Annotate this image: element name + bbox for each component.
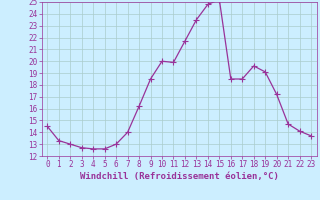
- X-axis label: Windchill (Refroidissement éolien,°C): Windchill (Refroidissement éolien,°C): [80, 172, 279, 181]
